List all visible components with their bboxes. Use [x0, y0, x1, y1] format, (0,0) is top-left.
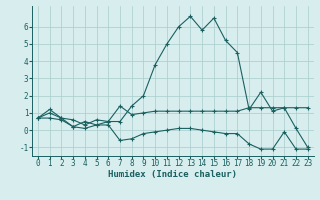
X-axis label: Humidex (Indice chaleur): Humidex (Indice chaleur)	[108, 170, 237, 179]
